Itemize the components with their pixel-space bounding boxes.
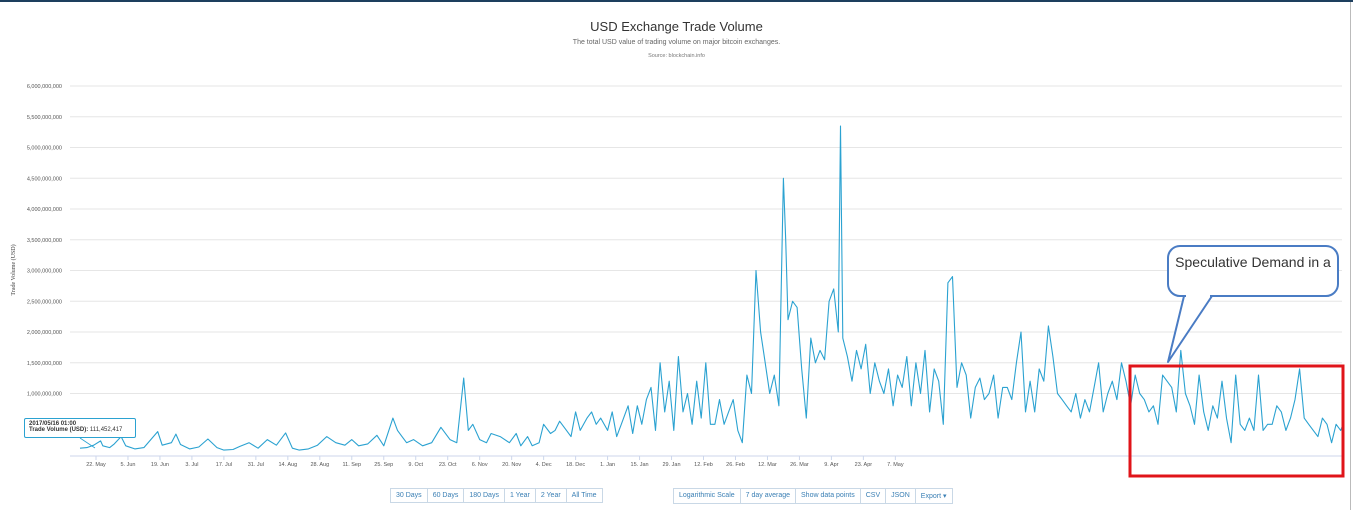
x-tick-label: 12. Mar xyxy=(758,462,777,468)
tooltip-label: Trade Volume (USD): xyxy=(29,427,89,433)
x-tick-label: 19. Jun xyxy=(151,462,169,468)
y-tick-label: 3,000,000,000 xyxy=(27,269,62,275)
tooltip-value-row: Trade Volume (USD): 111,452,417 xyxy=(29,427,131,433)
x-tick-label: 4. Dec xyxy=(536,462,552,468)
show-data-points-button[interactable]: Show data points xyxy=(795,488,861,504)
x-tick-label: 9. Apr xyxy=(824,462,839,468)
y-tick-label: 6,000,000,000 xyxy=(27,84,62,90)
x-tick-label: 11. Sep xyxy=(343,462,362,468)
x-tick-label: 28. Aug xyxy=(310,462,329,468)
callout-bubble xyxy=(1167,245,1339,297)
x-tick-label: 9. Oct xyxy=(408,462,423,468)
range-2-year-button[interactable]: 2 Year xyxy=(534,488,567,503)
y-tick-label: 3,500,000,000 xyxy=(27,238,62,244)
range-1-year-button[interactable]: 1 Year xyxy=(503,488,536,503)
top-border xyxy=(0,0,1353,2)
chart-source: Source: blockchain.info xyxy=(648,53,705,59)
y-tick-label: 2,000,000,000 xyxy=(27,330,62,336)
x-tick-label: 22. May xyxy=(86,462,106,468)
chart-subtitle: The total USD value of trading volume on… xyxy=(572,39,781,46)
x-tick-label: 20. Nov xyxy=(502,462,521,468)
x-tick-label: 23. Apr xyxy=(855,462,873,468)
x-tick-label: 31. Jul xyxy=(248,462,264,468)
x-tick-label: 7. May xyxy=(887,462,904,468)
tooltip-connector xyxy=(79,437,96,449)
y-tick-label: 5,500,000,000 xyxy=(27,115,62,121)
x-tick-label: 14. Aug xyxy=(278,462,297,468)
chart-title: USD Exchange Trade Volume xyxy=(590,19,763,34)
json-button[interactable]: JSON xyxy=(885,488,916,504)
x-tick-label: 26. Mar xyxy=(790,462,809,468)
x-tick-label: 12. Feb xyxy=(694,462,713,468)
x-tick-label: 6. Nov xyxy=(472,462,488,468)
csv-button[interactable]: CSV xyxy=(859,488,887,504)
y-tick-label: 2,500,000,000 xyxy=(27,299,62,305)
x-tick-label: 17. Jul xyxy=(216,462,232,468)
highlight-box xyxy=(1128,364,1345,478)
y-axis-label: Trade Volume (USD) xyxy=(10,244,17,295)
callout-text: Speculative Demand in a xyxy=(1175,254,1331,270)
series-line xyxy=(79,125,1344,451)
range-60-days-button[interactable]: 60 Days xyxy=(426,488,465,503)
data-tooltip: 2017/05/16 01:00 Trade Volume (USD): 111… xyxy=(24,418,136,438)
range-180-days-button[interactable]: 180 Days xyxy=(463,488,505,503)
x-tick-label: 26. Feb xyxy=(726,462,745,468)
export-button[interactable]: Export ▾ xyxy=(914,488,953,504)
x-tick-label: 23. Oct xyxy=(439,462,457,468)
log-scale-button[interactable]: Logarithmic Scale xyxy=(673,488,741,504)
right-border xyxy=(1350,2,1351,510)
y-tick-label: 4,500,000,000 xyxy=(27,176,62,182)
option-button-group: Logarithmic Scale 7 day average Show dat… xyxy=(673,488,953,504)
y-tick-label: 5,000,000,000 xyxy=(27,146,62,152)
y-tick-label: 1,000,000,000 xyxy=(27,392,62,398)
x-tick-label: 18. Dec xyxy=(566,462,585,468)
range-30-days-button[interactable]: 30 Days xyxy=(390,488,428,503)
tooltip-value: 111,452,417 xyxy=(89,427,123,433)
x-tick-label: 1. Jan xyxy=(600,462,615,468)
seven-day-average-button[interactable]: 7 day average xyxy=(739,488,797,504)
range-button-group: 30 Days 60 Days 180 Days 1 Year 2 Year A… xyxy=(390,488,603,503)
x-tick-label: 5. Jun xyxy=(120,462,135,468)
x-tick-label: 15. Jan xyxy=(631,462,649,468)
callout-pointer xyxy=(1167,291,1213,363)
x-tick-label: 25. Sep xyxy=(374,462,393,468)
range-all-time-button[interactable]: All Time xyxy=(565,488,603,503)
y-tick-label: 4,000,000,000 xyxy=(27,207,62,213)
x-tick-label: 3. Jul xyxy=(185,462,198,468)
tooltip-date: 2017/05/16 01:00 xyxy=(29,421,77,427)
x-tick-label: 29. Jan xyxy=(663,462,681,468)
y-tick-label: 1,500,000,000 xyxy=(27,361,62,367)
